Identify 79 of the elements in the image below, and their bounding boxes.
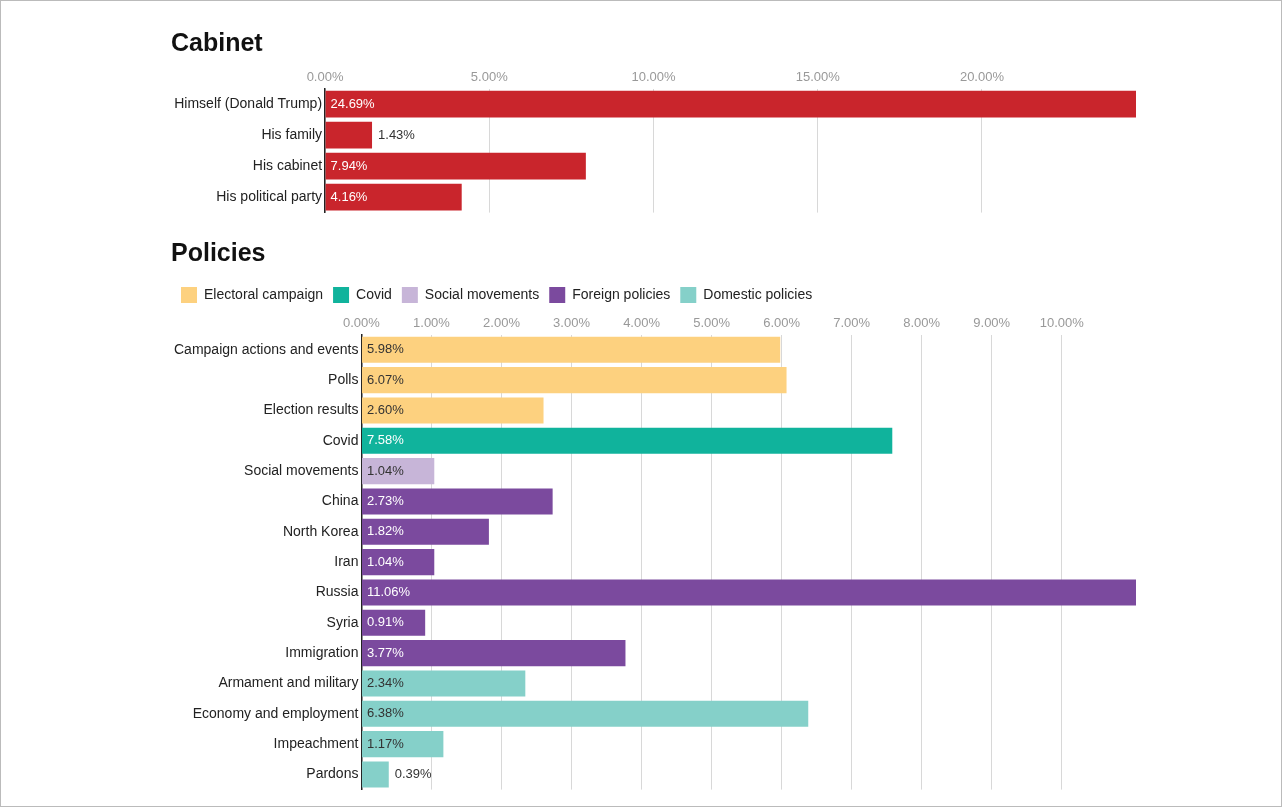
bar bbox=[361, 640, 626, 667]
bar bbox=[361, 427, 893, 454]
y-tick-label: Russia bbox=[315, 583, 359, 600]
data-label: 6.07% bbox=[366, 371, 405, 387]
y-tick-label: Iran bbox=[334, 552, 359, 569]
y-tick-label: His family bbox=[261, 125, 323, 142]
legend-label: Covid bbox=[356, 285, 392, 302]
x-tick-label: 10.00% bbox=[1039, 315, 1085, 331]
x-tick-label: 5.00% bbox=[470, 69, 509, 85]
x-tick-label: 4.00% bbox=[623, 315, 661, 331]
x-tick-label: 0.00% bbox=[343, 315, 381, 331]
data-label: 1.17% bbox=[366, 735, 405, 751]
data-label: 7.58% bbox=[366, 432, 405, 448]
y-tick-label: China bbox=[321, 492, 359, 509]
y-tick-label: Himself (Donald Trump) bbox=[174, 94, 323, 111]
x-tick-label: 10.00% bbox=[631, 69, 676, 85]
bar bbox=[361, 488, 553, 515]
data-label: 1.43% bbox=[378, 126, 416, 142]
data-label: 6.38% bbox=[366, 705, 405, 721]
x-tick-label: 1.00% bbox=[413, 315, 451, 331]
y-tick-label: Social movements bbox=[244, 461, 359, 478]
bar bbox=[361, 761, 389, 788]
data-label: 1.04% bbox=[366, 553, 405, 569]
x-tick-label: 20.00% bbox=[959, 69, 1005, 85]
y-tick-label: His cabinet bbox=[252, 156, 323, 173]
x-tick-label: 2.00% bbox=[483, 315, 521, 331]
legend-label: Domestic policies bbox=[703, 285, 813, 302]
data-label: 2.60% bbox=[366, 402, 405, 418]
y-tick-label: Covid bbox=[322, 431, 359, 448]
bar bbox=[325, 90, 1136, 118]
data-label: 0.91% bbox=[366, 614, 405, 630]
x-tick-label: 5.00% bbox=[693, 315, 731, 331]
data-label: 7.94% bbox=[330, 157, 368, 173]
x-tick-label: 8.00% bbox=[903, 315, 941, 331]
y-tick-label: His political party bbox=[216, 187, 323, 204]
data-label: 1.82% bbox=[366, 523, 405, 539]
x-tick-label: 9.00% bbox=[973, 315, 1011, 331]
x-tick-label: 0.00% bbox=[306, 69, 344, 85]
data-label: 24.69% bbox=[330, 95, 376, 111]
y-tick-label: Polls bbox=[328, 370, 359, 387]
bar bbox=[361, 549, 435, 576]
x-tick-label: 3.00% bbox=[553, 315, 591, 331]
data-label: 11.06% bbox=[366, 584, 411, 600]
y-tick-label: Syria bbox=[326, 613, 359, 630]
bar bbox=[361, 579, 1136, 606]
data-label: 4.16% bbox=[330, 188, 368, 204]
data-label: 1.04% bbox=[366, 462, 405, 478]
data-label: 2.34% bbox=[366, 675, 405, 691]
chart-title: Policies bbox=[171, 237, 266, 266]
y-tick-label: Armament and military bbox=[218, 674, 359, 691]
bar bbox=[325, 152, 586, 180]
y-tick-label: Impeachment bbox=[273, 734, 359, 751]
bar bbox=[361, 458, 435, 485]
x-tick-label: 7.00% bbox=[833, 315, 871, 331]
bar bbox=[325, 183, 462, 211]
data-label: 5.98% bbox=[366, 341, 405, 357]
data-label: 3.77% bbox=[366, 644, 405, 660]
y-tick-label: Election results bbox=[263, 401, 359, 418]
bar bbox=[361, 518, 489, 545]
y-tick-label: North Korea bbox=[282, 522, 359, 539]
bar bbox=[361, 700, 809, 727]
bar bbox=[325, 121, 373, 149]
chart-title: Cabinet bbox=[171, 27, 264, 56]
bar bbox=[361, 731, 444, 758]
legend-label: Electoral campaign bbox=[204, 285, 324, 302]
bar bbox=[361, 397, 544, 424]
y-tick-label: Economy and employment bbox=[192, 704, 359, 721]
data-label: 2.73% bbox=[366, 493, 405, 509]
legend-label: Foreign policies bbox=[572, 285, 671, 302]
x-tick-label: 6.00% bbox=[763, 315, 801, 331]
bar bbox=[361, 670, 526, 697]
x-tick-label: 15.00% bbox=[795, 69, 841, 85]
y-tick-label: Campaign actions and events bbox=[173, 340, 359, 357]
legend-label: Social movements bbox=[424, 285, 540, 302]
y-tick-label: Immigration bbox=[285, 643, 359, 660]
bar bbox=[361, 336, 781, 363]
bar bbox=[361, 367, 787, 394]
y-tick-label: Pardons bbox=[306, 765, 359, 782]
data-label: 0.39% bbox=[394, 766, 433, 782]
